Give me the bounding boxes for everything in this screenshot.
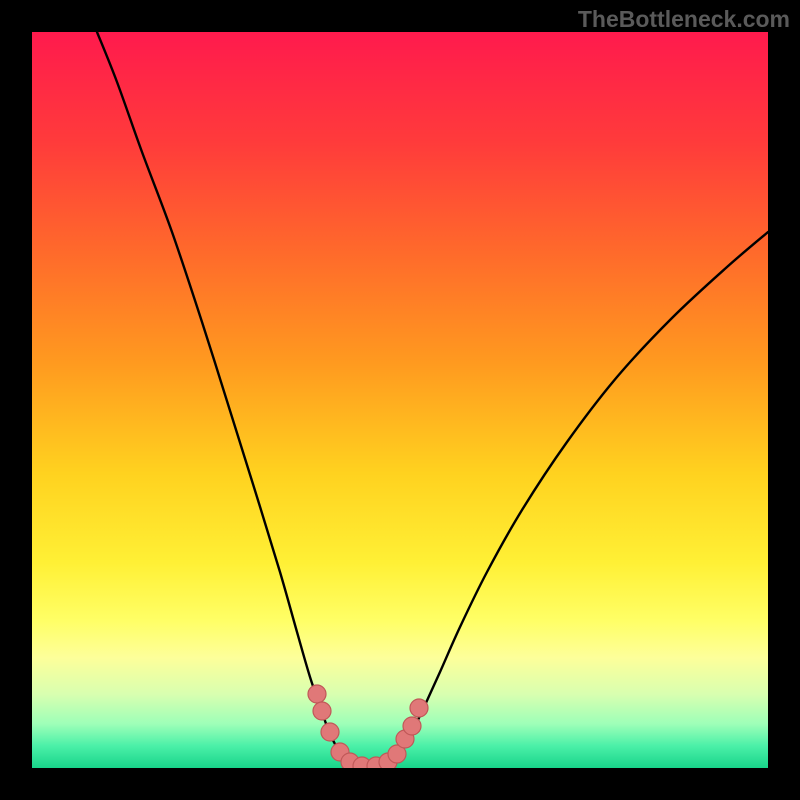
marker-point (341, 753, 359, 768)
marker-point (331, 743, 349, 761)
figure-root: TheBottleneck.com (0, 0, 800, 800)
marker-point (388, 745, 406, 763)
marker-point (367, 757, 385, 768)
bottleneck-curve (97, 32, 768, 767)
marker-point (353, 757, 371, 768)
sample-markers (308, 685, 428, 768)
watermark-text: TheBottleneck.com (578, 6, 790, 33)
marker-point (313, 702, 331, 720)
marker-point (396, 730, 414, 748)
marker-point (403, 717, 421, 735)
chart-svg (32, 32, 768, 768)
marker-point (379, 753, 397, 768)
marker-point (410, 699, 428, 717)
plot-area (32, 32, 768, 768)
marker-point (321, 723, 339, 741)
marker-point (308, 685, 326, 703)
